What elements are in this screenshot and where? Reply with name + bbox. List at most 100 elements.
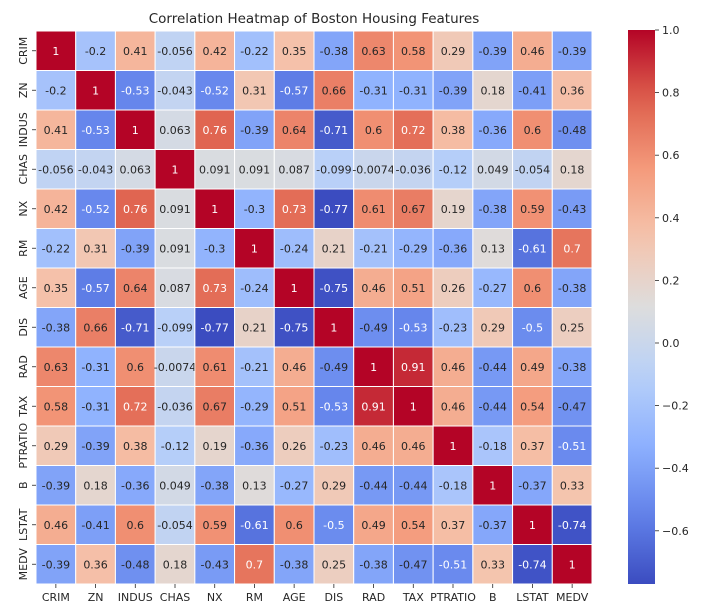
cell-label: -0.38 bbox=[320, 45, 348, 58]
heatmap-cell bbox=[234, 70, 275, 111]
heatmap-cell bbox=[313, 188, 355, 229]
heatmap-cell bbox=[313, 70, 355, 111]
cell-label: 0.6 bbox=[285, 519, 303, 532]
x-tick-label: TAX bbox=[402, 591, 424, 604]
heatmap-cell bbox=[472, 149, 514, 190]
cell-label: 0.29 bbox=[441, 45, 466, 58]
x-tick-label: NX bbox=[207, 591, 223, 604]
cell-label: 0.21 bbox=[322, 242, 347, 255]
cell-label: 0.61 bbox=[361, 203, 386, 216]
cell-label: 0.46 bbox=[441, 400, 466, 413]
cell-label: -0.27 bbox=[280, 479, 308, 492]
y-tick-label: TAX bbox=[17, 395, 30, 417]
cell-label: -0.24 bbox=[280, 242, 308, 255]
cell-label: -0.24 bbox=[240, 282, 268, 295]
heatmap-cell bbox=[512, 386, 553, 427]
cell-label: 0.61 bbox=[202, 361, 227, 374]
heatmap-cell bbox=[392, 346, 434, 387]
heatmap-cell bbox=[472, 386, 514, 427]
heatmap-cell bbox=[273, 425, 315, 466]
x-tick-label: DIS bbox=[325, 591, 344, 604]
cell-label: 0.46 bbox=[441, 361, 466, 374]
heatmap-cell bbox=[512, 188, 553, 229]
colorbar-tick-label: 1.0 bbox=[662, 24, 680, 37]
heatmap-cell bbox=[432, 544, 474, 585]
cell-label: -0.099 bbox=[157, 321, 192, 334]
cell-label: 0.67 bbox=[202, 400, 227, 413]
cell-label: -0.75 bbox=[280, 321, 308, 334]
cell-label: 0.66 bbox=[83, 321, 108, 334]
cell-label: -0.37 bbox=[518, 479, 546, 492]
cell-label: 0.087 bbox=[278, 163, 310, 176]
cell-label: 0.54 bbox=[401, 519, 426, 532]
colorbar-tick-label: 0.0 bbox=[662, 337, 680, 350]
cell-label: -0.22 bbox=[42, 242, 70, 255]
heatmap-cell bbox=[154, 346, 196, 387]
cell-label: 0.91 bbox=[361, 400, 386, 413]
cell-label: 0.59 bbox=[520, 203, 545, 216]
cell-label: -0.036 bbox=[157, 400, 192, 413]
heatmap-cell bbox=[194, 386, 236, 427]
cell-label: 1 bbox=[370, 361, 377, 374]
y-tick-label: CRIM bbox=[17, 37, 30, 65]
heatmap-cell bbox=[551, 149, 593, 190]
cell-label: 0.72 bbox=[401, 124, 426, 137]
heatmap-cell bbox=[472, 465, 514, 506]
heatmap-cell bbox=[432, 267, 474, 308]
heatmap-cell bbox=[551, 544, 593, 585]
heatmap-cell bbox=[512, 267, 553, 308]
heatmap-cell bbox=[432, 346, 474, 387]
colorbar-tick-label: 0.8 bbox=[662, 87, 680, 100]
cell-label: 0.58 bbox=[401, 45, 426, 58]
heatmap-cell bbox=[313, 386, 355, 427]
heatmap-cell bbox=[353, 149, 394, 190]
cell-label: -0.099 bbox=[316, 163, 351, 176]
heatmap-cell bbox=[512, 504, 553, 545]
cell-label: -0.23 bbox=[320, 440, 348, 453]
heatmap-cell bbox=[472, 346, 514, 387]
cell-label: 0.063 bbox=[120, 163, 152, 176]
heatmap-cell bbox=[114, 465, 156, 506]
cell-label: -0.48 bbox=[558, 124, 586, 137]
y-tick-label: MEDV bbox=[17, 548, 30, 581]
heatmap-cell bbox=[194, 544, 236, 585]
cell-label: -0.23 bbox=[439, 321, 467, 334]
y-tick-label: CHAS bbox=[17, 154, 30, 184]
heatmap-cell bbox=[512, 544, 553, 585]
cell-label: -0.77 bbox=[200, 321, 228, 334]
cell-label: -0.57 bbox=[81, 282, 109, 295]
cell-label: -0.41 bbox=[518, 84, 546, 97]
cell-label: -0.71 bbox=[121, 321, 149, 334]
heatmap-cell bbox=[154, 70, 196, 111]
heatmap-cell bbox=[194, 267, 236, 308]
y-tick-label: NX bbox=[17, 200, 30, 216]
cell-label: 0.18 bbox=[560, 163, 585, 176]
heatmap-cell bbox=[154, 149, 196, 190]
cell-label: -0.31 bbox=[399, 84, 427, 97]
heatmap-cell bbox=[154, 267, 196, 308]
x-tick-label: LSTAT bbox=[516, 591, 549, 604]
cell-label: -0.38 bbox=[359, 558, 387, 571]
cell-label: -0.74 bbox=[518, 558, 546, 571]
cell-label: -0.0074 bbox=[352, 163, 394, 176]
heatmap-cell bbox=[234, 30, 275, 71]
cell-label: 0.38 bbox=[123, 440, 148, 453]
cell-label: -0.44 bbox=[478, 400, 506, 413]
cell-label: 0.087 bbox=[159, 282, 191, 295]
cell-label: -0.2 bbox=[45, 84, 66, 97]
colorbar-tick-label: 0.4 bbox=[662, 212, 680, 225]
cell-label: -0.39 bbox=[42, 479, 70, 492]
heatmap-cell bbox=[392, 504, 434, 545]
cell-label: 0.091 bbox=[159, 242, 191, 255]
heatmap-cell bbox=[551, 109, 593, 150]
heatmap-cell bbox=[551, 228, 593, 269]
cell-label: -0.39 bbox=[558, 45, 586, 58]
cell-label: -0.61 bbox=[518, 242, 546, 255]
heatmap-cell bbox=[194, 188, 236, 229]
cell-label: -0.61 bbox=[240, 519, 268, 532]
heatmap-cell bbox=[432, 188, 474, 229]
cell-label: -0.48 bbox=[121, 558, 149, 571]
heatmap-cell bbox=[313, 346, 355, 387]
heatmap-cell bbox=[353, 70, 394, 111]
cell-label: 0.76 bbox=[202, 124, 227, 137]
